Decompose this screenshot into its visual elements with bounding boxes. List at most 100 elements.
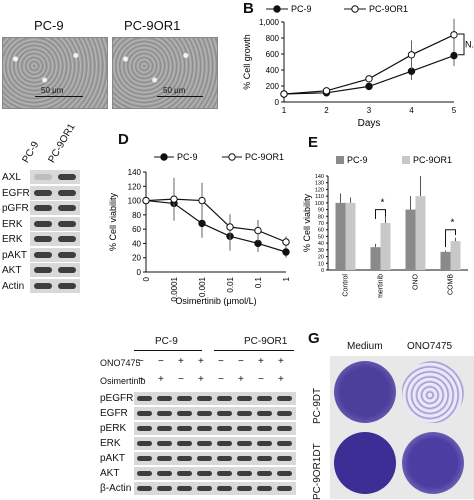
y-tick-label: 130 — [315, 181, 324, 187]
chart-cell-growth: 0 200 400 600 800 1,000 1 2 3 4 5 Days % Cell growth… — [242, 4, 474, 129]
legend-marker — [160, 153, 168, 161]
blot-lane-row — [134, 482, 296, 495]
micrograph-pc9: 50 μm — [2, 37, 108, 109]
well-pc9dt-ono — [402, 361, 464, 423]
legend-label: PC-9OR1 — [369, 4, 408, 14]
blot-band — [237, 426, 252, 431]
blot-row-label: AKT — [100, 468, 120, 479]
treatment-sign: − — [158, 356, 164, 367]
data-point — [365, 75, 373, 83]
blot-row-label: ERK — [100, 438, 121, 449]
blot-band — [277, 441, 292, 446]
y-axis-label: % Cell growth — [242, 34, 252, 90]
blot-band — [237, 441, 252, 446]
x-tick-label: 5 — [452, 106, 457, 115]
blot-band — [137, 486, 152, 491]
y-tick-label: 40 — [132, 239, 141, 248]
blot-band — [237, 456, 252, 461]
legend-label: PC-9 — [347, 155, 368, 165]
treatment-sign: + — [158, 374, 164, 385]
blot-band — [237, 471, 252, 476]
panel-a-right-title: PC-9OR1 — [124, 18, 181, 33]
blot-band — [137, 456, 152, 461]
blot-band — [34, 189, 52, 196]
plate-row-label: PC-9DT — [312, 387, 323, 424]
blot-band — [217, 411, 232, 416]
bar — [370, 247, 381, 270]
y-tick-label: 20 — [132, 254, 141, 263]
x-tick-label: 0.001 — [198, 276, 207, 297]
bar — [450, 241, 461, 270]
blot-row-label: pEGFR — [100, 393, 134, 404]
group-underline — [214, 350, 294, 351]
blot-band — [58, 282, 76, 289]
western-blot-1: AXL EGFR pGFR ERK ERK pAKT AKT Actin — [0, 170, 82, 295]
blot-band — [197, 471, 212, 476]
y-tick-label: 0 — [137, 268, 142, 277]
blot-lane-row — [134, 437, 296, 450]
blot-lane-row — [30, 216, 80, 231]
treatment-label: ONO7475 — [100, 358, 141, 368]
y-tick-label: 30 — [318, 248, 324, 254]
blot-row-label: AXL — [2, 172, 21, 183]
blot1-col-labels: PC-9 PC-9OR1 — [20, 122, 110, 174]
chart-osimertinib-viability: 0 20 40 60 80 100 120 140 0 0.0001 0.001 0.01 0.1 1 Os… — [108, 152, 291, 306]
y-tick-label: 50 — [318, 234, 324, 240]
data-point — [407, 51, 416, 59]
blot-band — [137, 471, 152, 476]
bar — [380, 223, 391, 270]
plate-col-label: Medium — [347, 341, 383, 352]
blot-lane-row — [134, 392, 296, 405]
blot-band — [58, 251, 76, 258]
y-tick-label: 20 — [318, 255, 324, 261]
y-tick-label: 80 — [318, 214, 324, 220]
blot-band — [237, 411, 252, 416]
blot1-col-label: PC-9OR1 — [46, 121, 78, 165]
treatment-signs: − − + + − − + + − + − + − + − + — [138, 356, 298, 390]
y-tick-label: 600 — [266, 50, 280, 59]
blot-row-label: pERK — [100, 423, 127, 434]
blot1-col-label: PC-9 — [20, 139, 42, 165]
plate-row-label: PC-9OR1DT — [312, 443, 323, 500]
y-tick-label: 70 — [318, 221, 324, 227]
blot-band — [277, 471, 292, 476]
x-axis-label: Days — [358, 118, 381, 129]
bar — [335, 202, 346, 270]
treatment-sign: − — [138, 356, 144, 367]
treatment-sign: − — [178, 374, 184, 385]
y-tick-label: 200 — [266, 82, 280, 91]
y-tick-label: 140 — [128, 168, 142, 177]
blot-lane-row — [30, 263, 80, 277]
x-tick-label: COMB — [448, 274, 455, 295]
plate-col-label: ONO7475 — [407, 341, 453, 352]
data-point — [198, 196, 206, 205]
blot-row-label: ERK — [2, 234, 23, 245]
x-tick-label: ONO — [413, 273, 420, 290]
blot-band — [177, 471, 192, 476]
x-tick-label: 1 — [282, 106, 287, 115]
data-point — [198, 219, 206, 228]
x-tick-label: 1 — [282, 276, 291, 281]
blot-lane-row — [30, 232, 80, 246]
y-tick-label: 60 — [318, 228, 324, 234]
data-point — [280, 90, 288, 98]
significance-bracket — [445, 229, 456, 248]
y-tick-label: 40 — [318, 241, 324, 247]
treatment-sign: + — [258, 356, 264, 367]
legend-swatch — [336, 156, 344, 164]
blot-row-label: Actin — [2, 280, 25, 292]
scale-bar — [35, 96, 83, 97]
blot-band — [58, 205, 76, 211]
blot-band — [34, 267, 52, 273]
blot-band — [157, 426, 172, 431]
x-tick-label: Control — [343, 274, 350, 297]
blot-band — [277, 396, 292, 401]
x-tick-label: 2 — [324, 106, 329, 115]
blot-row-label: EGFR — [100, 408, 128, 419]
blot-band — [34, 205, 52, 211]
blot-lane-row — [30, 247, 80, 262]
bar — [440, 251, 451, 270]
blot-band — [157, 471, 172, 476]
blot-band — [177, 441, 192, 446]
y-tick-label: 110 — [315, 194, 324, 200]
